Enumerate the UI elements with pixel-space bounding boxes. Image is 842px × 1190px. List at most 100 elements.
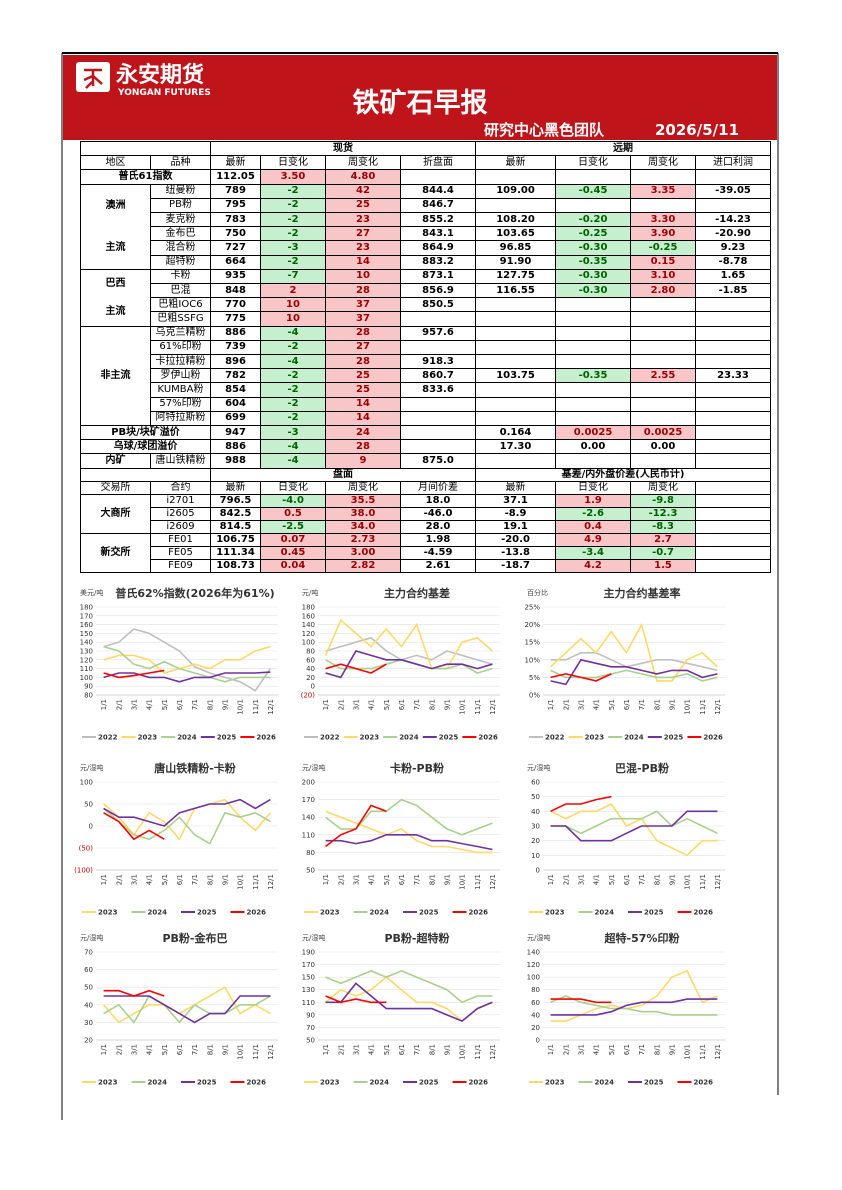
unit-label: 元/湿吨 (302, 933, 325, 942)
series-line (102, 986, 271, 1024)
table-cell: 17.30 (475, 439, 556, 455)
legend-label: 2025 (419, 909, 439, 917)
x-tick-label: 10/1 (459, 874, 467, 890)
group-header: 基差/内外盘价差(人民币计) (475, 468, 771, 482)
table-cell: -46.0 (400, 507, 476, 521)
column-header: 月间价差 (400, 481, 476, 495)
x-tick-label: 1/1 (100, 1044, 108, 1055)
series-line (325, 970, 493, 1004)
y-tick-label: 100 (80, 674, 93, 682)
table-cell (630, 354, 696, 370)
series-line (325, 834, 493, 851)
column-header: 最新 (210, 481, 261, 495)
x-tick-label: 7/1 (191, 874, 199, 885)
table-cell (475, 311, 556, 327)
x-tick-label: 11/1 (699, 699, 707, 715)
x-tick-label: 8/1 (428, 1044, 436, 1055)
series-line (325, 976, 493, 1023)
x-tick-label: 5/1 (608, 874, 616, 885)
table-cell: 873.1 (400, 268, 476, 284)
table-cell: 0.15 (630, 254, 696, 270)
x-tick-label: 6/1 (176, 699, 184, 710)
table-cell: 103.65 (475, 226, 556, 242)
x-tick-label: 10/1 (237, 1044, 245, 1060)
x-tick-label: 8/1 (428, 699, 436, 710)
table-cell: 775 (210, 311, 261, 327)
series-line (325, 982, 493, 1023)
series-line (550, 622, 718, 682)
variety: 纽曼粉 (150, 183, 211, 199)
x-tick-label: 11/1 (474, 874, 482, 890)
x-tick-label: 6/1 (398, 874, 406, 885)
variety: 混合粉 (150, 240, 211, 256)
table-cell (630, 396, 696, 412)
table-cell: 10 (325, 268, 401, 284)
table-cell (630, 453, 696, 469)
variety: 金布巴 (150, 226, 211, 242)
blank-cell (695, 520, 771, 534)
y-tick-label: 70 (84, 949, 93, 957)
table-cell (475, 396, 556, 412)
series-line (325, 650, 493, 679)
row-label: PB块/块矿溢价 (80, 425, 211, 441)
table-cell: 27 (325, 226, 401, 242)
x-tick-label: 6/1 (623, 1044, 631, 1055)
variety: 巴粗SSFG (150, 311, 211, 327)
table-cell: 896 (210, 354, 261, 370)
y-tick-label: 140 (527, 949, 540, 957)
series-line (550, 995, 718, 1016)
table-cell (555, 382, 631, 398)
table-cell (695, 453, 771, 469)
table-cell: 18.0 (400, 494, 476, 508)
y-tick-label: 140 (80, 639, 93, 647)
table-cell (695, 169, 771, 185)
table-cell: 850.5 (400, 297, 476, 313)
table-cell: 10 (260, 297, 326, 313)
series-line (103, 645, 271, 683)
x-tick-label: 7/1 (191, 1044, 199, 1055)
table-cell (555, 339, 631, 355)
y-tick-label: 150 (80, 630, 93, 638)
table-cell: 23 (325, 212, 401, 228)
x-tick-label: 12/1 (489, 699, 497, 715)
table-cell (695, 425, 771, 441)
series-line (103, 645, 271, 674)
contract: FE01 (150, 533, 211, 547)
x-tick-label: 10/1 (684, 699, 692, 715)
y-tick-label: 110 (302, 831, 315, 839)
table-cell: -2 (260, 339, 326, 355)
table-cell: 750 (210, 226, 261, 242)
unit-label: 美元/吨 (80, 588, 103, 597)
table-cell (630, 410, 696, 426)
table-cell: 28 (325, 439, 401, 455)
y-tick-label: 140 (302, 621, 315, 629)
x-tick-label: 11/1 (474, 1044, 482, 1060)
y-tick-label: 90 (306, 1011, 315, 1019)
table-cell: 2 (260, 283, 326, 299)
legend-label: 2023 (585, 734, 605, 742)
table-cell: -2.5 (260, 520, 326, 534)
y-tick-label: 0 (536, 867, 540, 875)
blank-cell (695, 533, 771, 547)
x-tick-label: 11/1 (252, 1044, 260, 1060)
chart-title: 普氏62%指数(2026年为61%) (115, 586, 274, 600)
table-cell: 1.98 (400, 533, 476, 547)
table-cell (475, 297, 556, 313)
table-cell: 0.164 (475, 425, 556, 441)
blank-cell (80, 141, 211, 157)
contract: i2605 (150, 507, 211, 521)
table-cell: 10 (260, 311, 326, 327)
x-tick-label: 3/1 (577, 874, 585, 885)
legend-label: 2026 (247, 909, 267, 917)
table-cell: -4 (260, 354, 326, 370)
y-tick-label: 180 (80, 604, 93, 612)
table-cell: 37 (325, 297, 401, 313)
column-header: 交易所 (80, 481, 151, 495)
column-header: 折盘面 (400, 155, 476, 171)
table-cell (555, 354, 631, 370)
table-cell (695, 410, 771, 426)
legend-label: 2025 (664, 734, 684, 742)
table-cell: 28.0 (400, 520, 476, 534)
x-tick-label: 12/1 (267, 699, 275, 715)
table-cell: -2 (260, 368, 326, 384)
